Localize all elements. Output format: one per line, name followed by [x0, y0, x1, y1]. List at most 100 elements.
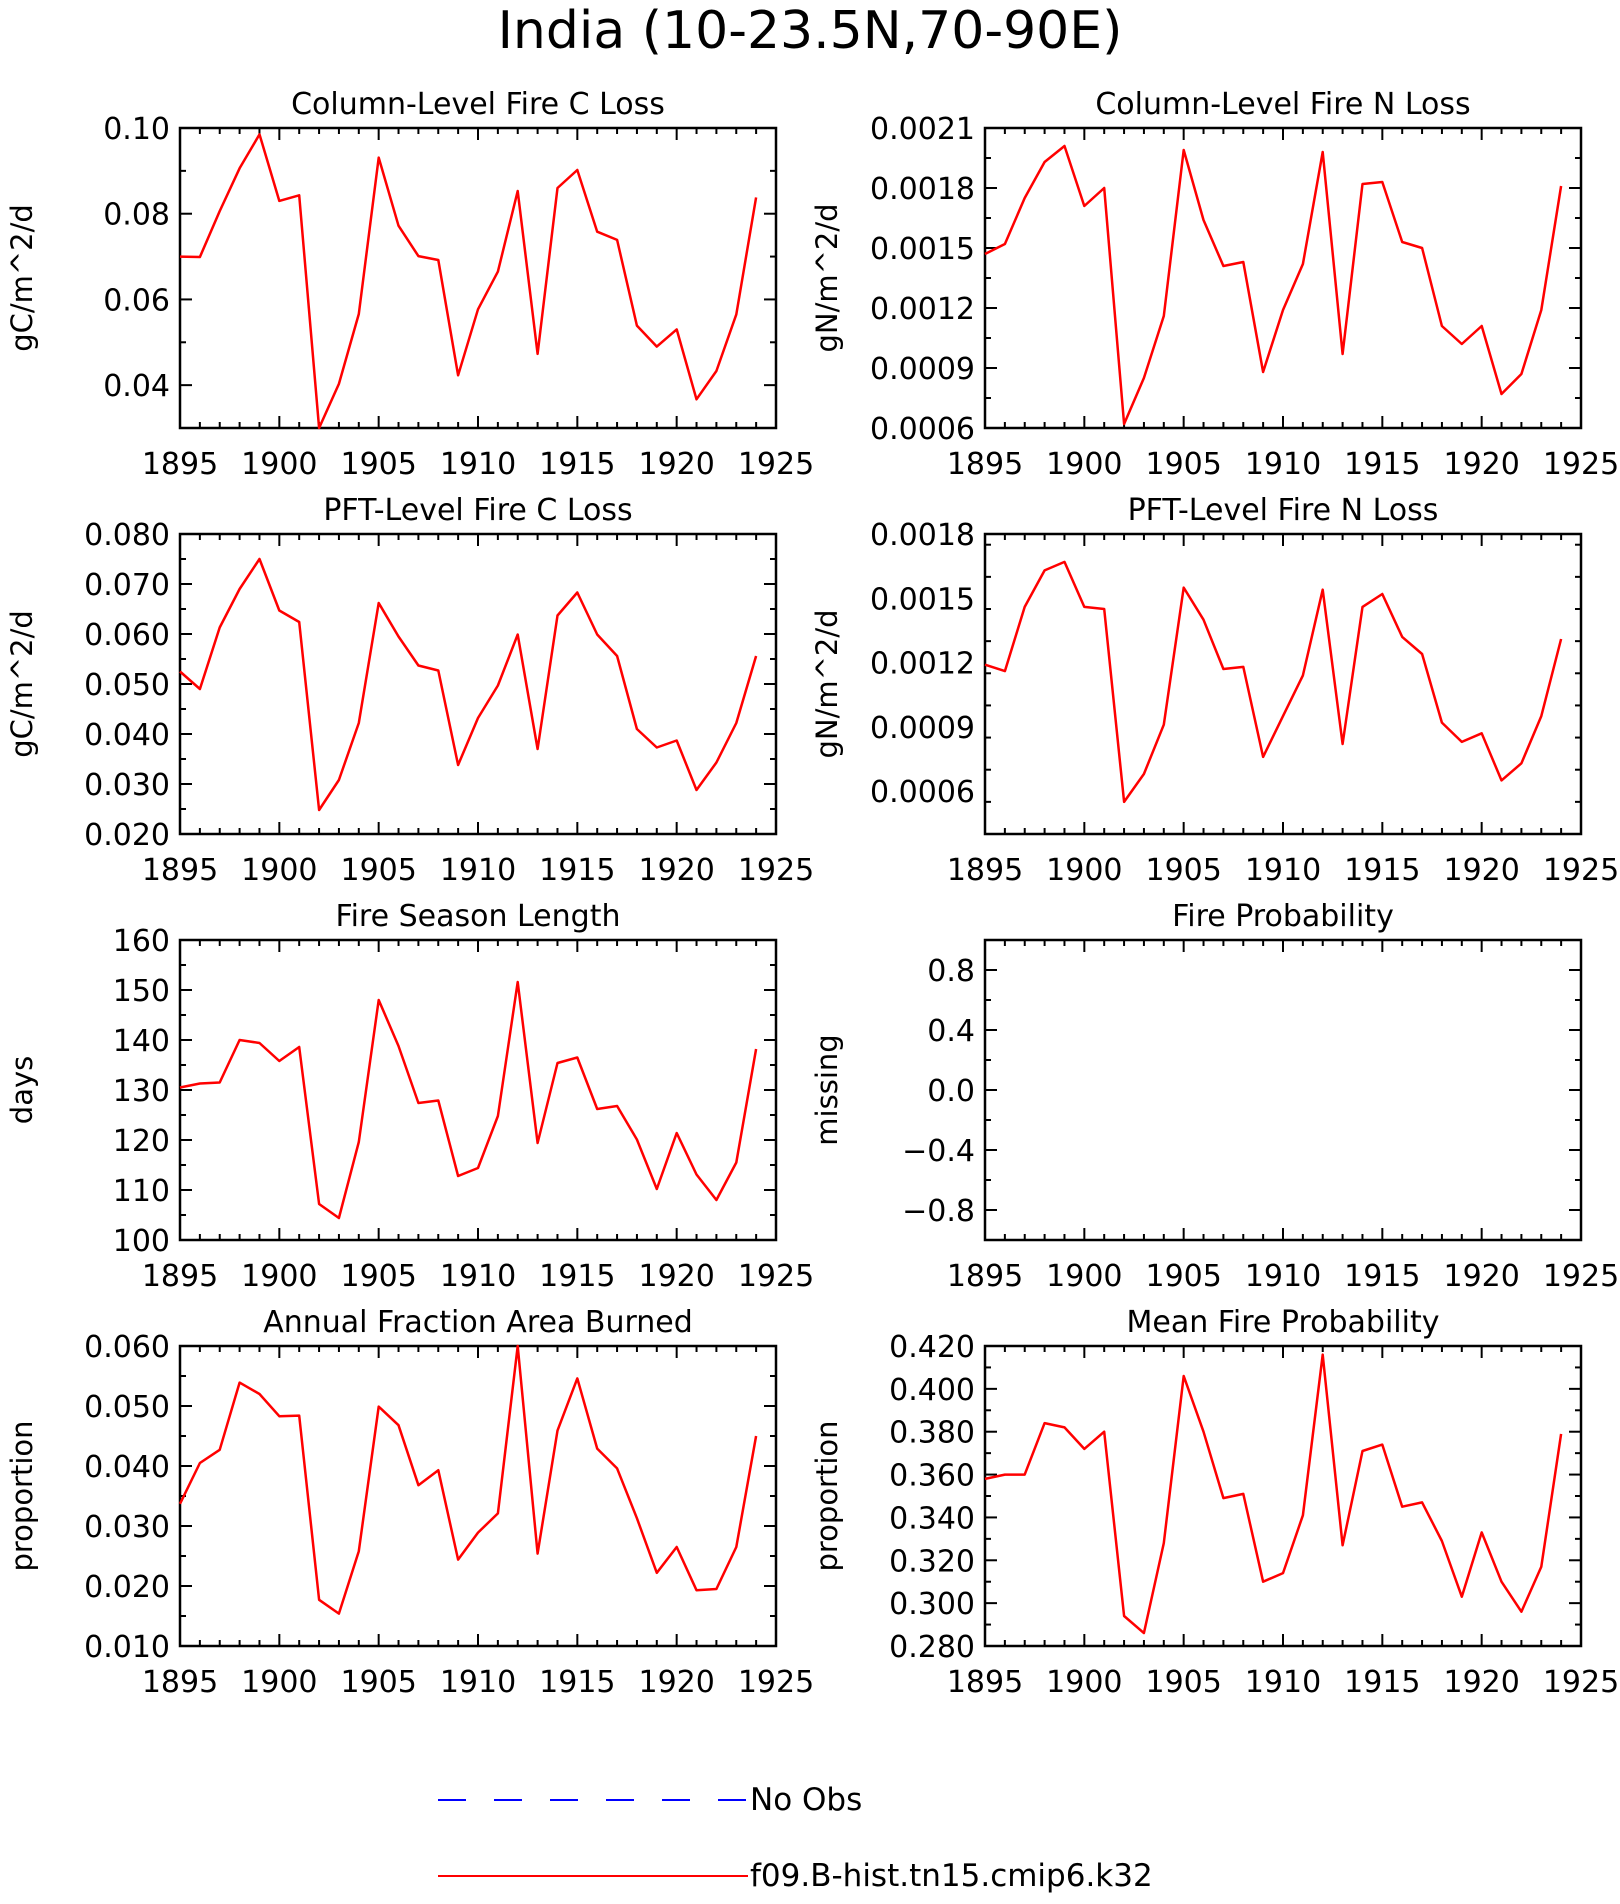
panel-title: Fire Probability	[1172, 899, 1394, 934]
y-tick-label: 0.8	[927, 954, 975, 989]
y-tick-label: 0.0	[927, 1074, 975, 1109]
figure-title: India (10-23.5N,70-90E)	[498, 1, 1123, 61]
x-tick-label: 1920	[1443, 853, 1519, 888]
panel-title: Column-Level Fire N Loss	[1095, 87, 1470, 122]
panel-2: Column-Level Fire N Loss gN/m^2/d 1895 1900…	[810, 87, 1619, 482]
x-tick-label: 1915	[1344, 1665, 1420, 1700]
panel-title: PFT-Level Fire C Loss	[323, 493, 632, 528]
x-tick-label: 1900	[241, 447, 317, 482]
x-tick-label: 1900	[241, 853, 317, 888]
panel-8: Mean Fire Probability proportion 1895 1900 1…	[810, 1305, 1619, 1700]
x-tick-label: 1915	[539, 853, 615, 888]
panel-7: Annual Fraction Area Burned proportion 189…	[5, 1305, 814, 1700]
y-tick-label: 0.420	[889, 1330, 975, 1365]
x-tick-label: 1910	[1245, 447, 1321, 482]
y-axis-label: days	[5, 1056, 39, 1124]
y-tick-label: 0.030	[84, 768, 170, 803]
y-tick-label: 140	[113, 1024, 170, 1059]
y-tick-label: 0.060	[84, 618, 170, 653]
y-tick-label: 0.0006	[870, 412, 975, 447]
y-axis-label: gN/m^2/d	[810, 203, 844, 352]
x-tick-label: 1895	[947, 1665, 1023, 1700]
x-tick-label: 1925	[1543, 447, 1619, 482]
y-tick-label: 0.0009	[870, 352, 975, 387]
x-tick-label: 1900	[1046, 853, 1122, 888]
y-tick-label: 0.300	[889, 1587, 975, 1622]
x-tick-label: 1895	[142, 853, 218, 888]
y-tick-label: 0.360	[889, 1459, 975, 1494]
x-tick-label: 1905	[1145, 1665, 1221, 1700]
y-tick-label: 0.280	[889, 1630, 975, 1665]
x-tick-label: 1915	[1344, 1259, 1420, 1294]
x-tick-label: 1920	[638, 447, 714, 482]
series-line	[179, 557, 758, 812]
y-tick-label: 0.10	[103, 112, 170, 147]
y-tick-label: 0.08	[103, 198, 170, 233]
y-axis-label: proportion	[810, 1420, 844, 1571]
x-tick-label: 1920	[1443, 447, 1519, 482]
x-tick-label: 1920	[1443, 1665, 1519, 1700]
y-axis-label: proportion	[5, 1420, 39, 1571]
y-axis-label: missing	[810, 1034, 844, 1145]
legend-label-model: f09.B-hist.tn15.cmip6.k32	[750, 1858, 1153, 1894]
x-tick-label: 1910	[440, 1665, 516, 1700]
y-tick-label: 110	[113, 1174, 170, 1209]
panel-title: Column-Level Fire C Loss	[291, 87, 665, 122]
y-tick-label: 0.020	[84, 1570, 170, 1605]
y-tick-label: 0.0015	[870, 232, 975, 267]
x-tick-label: 1925	[1543, 1665, 1619, 1700]
y-tick-label: 0.050	[84, 668, 170, 703]
x-tick-label: 1905	[1145, 1259, 1221, 1294]
y-tick-label: 0.340	[889, 1501, 975, 1536]
y-tick-label: 0.04	[103, 369, 170, 404]
series-line	[984, 144, 1563, 426]
x-tick-label: 1895	[142, 1665, 218, 1700]
x-tick-label: 1925	[738, 447, 814, 482]
y-tick-label: 0.4	[927, 1014, 975, 1049]
y-tick-label: 0.040	[84, 718, 170, 753]
y-tick-label: 100	[113, 1224, 170, 1259]
x-tick-label: 1920	[638, 1259, 714, 1294]
x-tick-label: 1920	[638, 1665, 714, 1700]
y-tick-label: 160	[113, 924, 170, 959]
x-tick-label: 1925	[1543, 853, 1619, 888]
series-line	[179, 133, 758, 430]
x-tick-label: 1900	[1046, 1259, 1122, 1294]
y-tick-label: 0.030	[84, 1510, 170, 1545]
x-tick-label: 1910	[1245, 1259, 1321, 1294]
series-line	[984, 560, 1563, 804]
x-tick-label: 1900	[241, 1665, 317, 1700]
x-tick-label: 1895	[947, 447, 1023, 482]
y-tick-label: 0.320	[889, 1544, 975, 1579]
y-tick-label: 0.06	[103, 283, 170, 318]
x-tick-label: 1915	[539, 447, 615, 482]
legend-label-no-obs: No Obs	[750, 1782, 862, 1818]
y-tick-label: 130	[113, 1074, 170, 1109]
x-tick-label: 1905	[1145, 447, 1221, 482]
panel-5: Fire Season Length days 1895 1900 1905 1910 19…	[5, 899, 814, 1294]
panels: Column-Level Fire C Loss gC/m^2/d 1895 1900…	[5, 87, 1619, 1700]
x-tick-label: 1910	[440, 853, 516, 888]
y-tick-label: 0.0009	[870, 711, 975, 746]
y-tick-label: 0.010	[84, 1630, 170, 1665]
x-tick-label: 1895	[142, 1259, 218, 1294]
x-tick-label: 1915	[1344, 447, 1420, 482]
x-tick-label: 1915	[1344, 853, 1420, 888]
x-tick-label: 1925	[738, 1665, 814, 1700]
y-tick-label: 0.0018	[870, 172, 975, 207]
x-tick-label: 1910	[1245, 1665, 1321, 1700]
series-line	[984, 1353, 1563, 1635]
y-tick-label: 0.050	[84, 1390, 170, 1425]
y-tick-label: 0.060	[84, 1330, 170, 1365]
x-tick-label: 1915	[539, 1259, 615, 1294]
y-axis-label: gN/m^2/d	[810, 609, 844, 758]
panel-3: PFT-Level Fire C Loss gC/m^2/d 1895 1900 190…	[5, 493, 814, 888]
x-tick-label: 1900	[241, 1259, 317, 1294]
x-tick-label: 1895	[947, 853, 1023, 888]
x-tick-label: 1895	[142, 447, 218, 482]
x-tick-label: 1900	[1046, 447, 1122, 482]
y-tick-label: 150	[113, 974, 170, 1009]
y-tick-label: 0.380	[889, 1416, 975, 1451]
